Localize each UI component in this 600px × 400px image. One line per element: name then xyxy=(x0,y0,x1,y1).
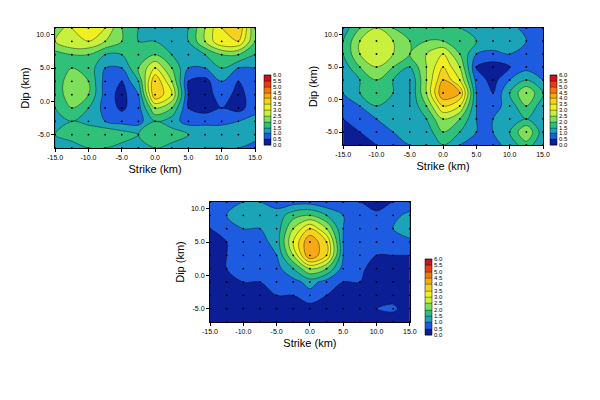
svg-text:0.5: 0.5 xyxy=(273,136,282,142)
svg-text:10.0: 10.0 xyxy=(191,205,205,212)
svg-text:0.0: 0.0 xyxy=(273,142,282,148)
svg-text:4.5: 4.5 xyxy=(559,90,568,96)
svg-text:10.0: 10.0 xyxy=(324,31,338,38)
svg-text:4.5: 4.5 xyxy=(434,275,443,281)
svg-text:0.0: 0.0 xyxy=(434,332,443,338)
svg-text:-10.0: -10.0 xyxy=(235,328,251,335)
svg-text:4.5: 4.5 xyxy=(273,90,282,96)
svg-text:2.0: 2.0 xyxy=(559,119,568,125)
svg-text:1.5: 1.5 xyxy=(273,125,282,131)
svg-text:0.0: 0.0 xyxy=(150,154,160,161)
svg-text:-5.0: -5.0 xyxy=(116,154,128,161)
svg-text:-15.0: -15.0 xyxy=(202,328,218,335)
svg-text:5.0: 5.0 xyxy=(338,328,348,335)
svg-text:2.0: 2.0 xyxy=(273,119,282,125)
svg-text:5.0: 5.0 xyxy=(195,238,205,245)
svg-text:5.5: 5.5 xyxy=(434,262,443,268)
svg-text:6.0: 6.0 xyxy=(434,256,443,262)
svg-text:3.0: 3.0 xyxy=(273,107,282,113)
svg-text:0.5: 0.5 xyxy=(434,326,443,332)
svg-text:10.0: 10.0 xyxy=(370,328,384,335)
svg-text:15.0: 15.0 xyxy=(248,154,262,161)
svg-text:Strike (km): Strike (km) xyxy=(283,337,336,349)
svg-text:15.0: 15.0 xyxy=(536,151,550,158)
svg-text:-5.0: -5.0 xyxy=(271,328,283,335)
svg-text:Strike (km): Strike (km) xyxy=(129,163,182,175)
svg-text:3.0: 3.0 xyxy=(559,107,568,113)
svg-text:3.0: 3.0 xyxy=(434,294,443,300)
svg-text:5.5: 5.5 xyxy=(559,78,568,84)
svg-text:-10.0: -10.0 xyxy=(369,151,385,158)
svg-text:1.0: 1.0 xyxy=(559,130,568,136)
svg-text:5.0: 5.0 xyxy=(328,63,338,70)
svg-text:1.5: 1.5 xyxy=(434,313,443,319)
svg-text:2.5: 2.5 xyxy=(273,113,282,119)
svg-text:10.0: 10.0 xyxy=(503,151,517,158)
svg-text:3.5: 3.5 xyxy=(273,101,282,107)
svg-text:0.5: 0.5 xyxy=(559,136,568,142)
svg-text:4.0: 4.0 xyxy=(434,281,443,287)
svg-text:0.0: 0.0 xyxy=(195,272,205,279)
svg-text:2.5: 2.5 xyxy=(434,300,443,306)
svg-text:10.0: 10.0 xyxy=(36,31,50,38)
svg-text:Dip (km): Dip (km) xyxy=(307,66,319,108)
svg-text:0.0: 0.0 xyxy=(40,98,50,105)
svg-text:5.5: 5.5 xyxy=(273,78,282,84)
svg-text:-5.0: -5.0 xyxy=(193,305,205,312)
svg-text:-5.0: -5.0 xyxy=(326,128,338,135)
svg-text:0.0: 0.0 xyxy=(559,142,568,148)
svg-text:5.0: 5.0 xyxy=(273,84,282,90)
svg-text:3.5: 3.5 xyxy=(434,288,443,294)
svg-text:Dip (km): Dip (km) xyxy=(19,67,31,109)
svg-text:1.0: 1.0 xyxy=(434,319,443,325)
svg-text:4.0: 4.0 xyxy=(559,95,568,101)
svg-text:6.0: 6.0 xyxy=(559,72,568,78)
svg-text:5.0: 5.0 xyxy=(40,64,50,71)
svg-text:1.5: 1.5 xyxy=(559,125,568,131)
svg-text:15.0: 15.0 xyxy=(403,328,417,335)
svg-text:Strike (km): Strike (km) xyxy=(417,160,470,172)
svg-text:Dip (km): Dip (km) xyxy=(174,241,186,283)
svg-text:-15.0: -15.0 xyxy=(47,154,63,161)
svg-text:6.0: 6.0 xyxy=(273,72,282,78)
svg-text:0.0: 0.0 xyxy=(438,151,448,158)
svg-text:10.0: 10.0 xyxy=(215,154,229,161)
svg-text:5.0: 5.0 xyxy=(559,84,568,90)
svg-text:2.5: 2.5 xyxy=(559,113,568,119)
svg-text:-10.0: -10.0 xyxy=(81,154,97,161)
svg-text:3.5: 3.5 xyxy=(559,101,568,107)
svg-text:5.0: 5.0 xyxy=(184,154,194,161)
svg-text:0.0: 0.0 xyxy=(305,328,315,335)
svg-text:1.0: 1.0 xyxy=(273,130,282,136)
svg-text:-5.0: -5.0 xyxy=(404,151,416,158)
svg-text:0.0: 0.0 xyxy=(328,96,338,103)
svg-text:2.0: 2.0 xyxy=(434,307,443,313)
svg-text:-5.0: -5.0 xyxy=(38,131,50,138)
svg-text:5.0: 5.0 xyxy=(472,151,482,158)
svg-text:-15.0: -15.0 xyxy=(335,151,351,158)
svg-text:5.0: 5.0 xyxy=(434,269,443,275)
svg-text:4.0: 4.0 xyxy=(273,95,282,101)
